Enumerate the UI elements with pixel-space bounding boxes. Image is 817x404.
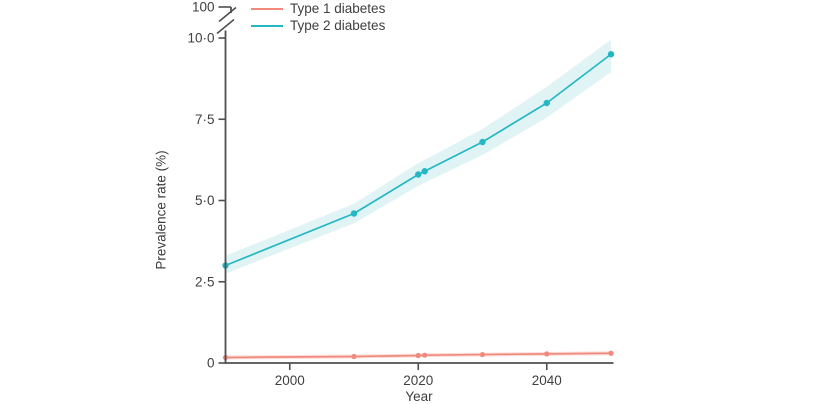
type-1-diabetes-point-2020 [415, 352, 421, 359]
type-2-diabetes-confidence-band [225, 39, 611, 274]
legend-label-type-1-diabetes: Type 1 diabetes [290, 1, 386, 16]
legend-item-type-1-diabetes: Type 1 diabetes [251, 0, 385, 17]
y-tick-label: 0 [207, 356, 215, 371]
type-1-diabetes-point-2030 [479, 351, 486, 358]
type-1-diabetes-point-2021 [422, 352, 428, 358]
type-2-diabetes-point-2020 [415, 171, 422, 178]
x-tick-label: 2000 [275, 373, 305, 388]
y-tick-label: 7·5 [195, 112, 215, 127]
legend-swatch-type-1-diabetes [251, 7, 283, 10]
legend-swatch-type-2-diabetes [251, 24, 283, 27]
y-tick-label: 2·5 [195, 274, 215, 289]
type-2-diabetes-point-2010 [350, 210, 358, 217]
y-tick-label: 5·0 [195, 193, 215, 208]
x-tick-label: 2040 [532, 373, 562, 388]
axis-break-slash-icon [218, 6, 237, 23]
type-1-diabetes-point-2050 [608, 350, 614, 356]
legend-item-type-2-diabetes: Type 2 diabetes [251, 17, 385, 34]
y-tick-label: 10·0 [187, 31, 214, 46]
type-2-diabetes-point-2030 [479, 138, 486, 146]
x-axis-title: Year [405, 389, 433, 404]
y-tick-label-100: 100 [192, 0, 215, 15]
type-2-diabetes-point-2050 [607, 51, 615, 58]
chart-legend: Type 1 diabetes Type 2 diabetes [251, 0, 385, 34]
type-1-diabetes-point-2010 [351, 353, 357, 360]
type-2-diabetes-point-2021 [421, 168, 428, 175]
axis-break-slash-icon [216, 18, 235, 35]
type-1-diabetes-point-2040 [544, 351, 550, 357]
legend-label-type-2-diabetes: Type 2 diabetes [290, 18, 386, 33]
x-tick-label: 2020 [403, 373, 433, 388]
type-2-diabetes-point-2040 [543, 99, 550, 107]
